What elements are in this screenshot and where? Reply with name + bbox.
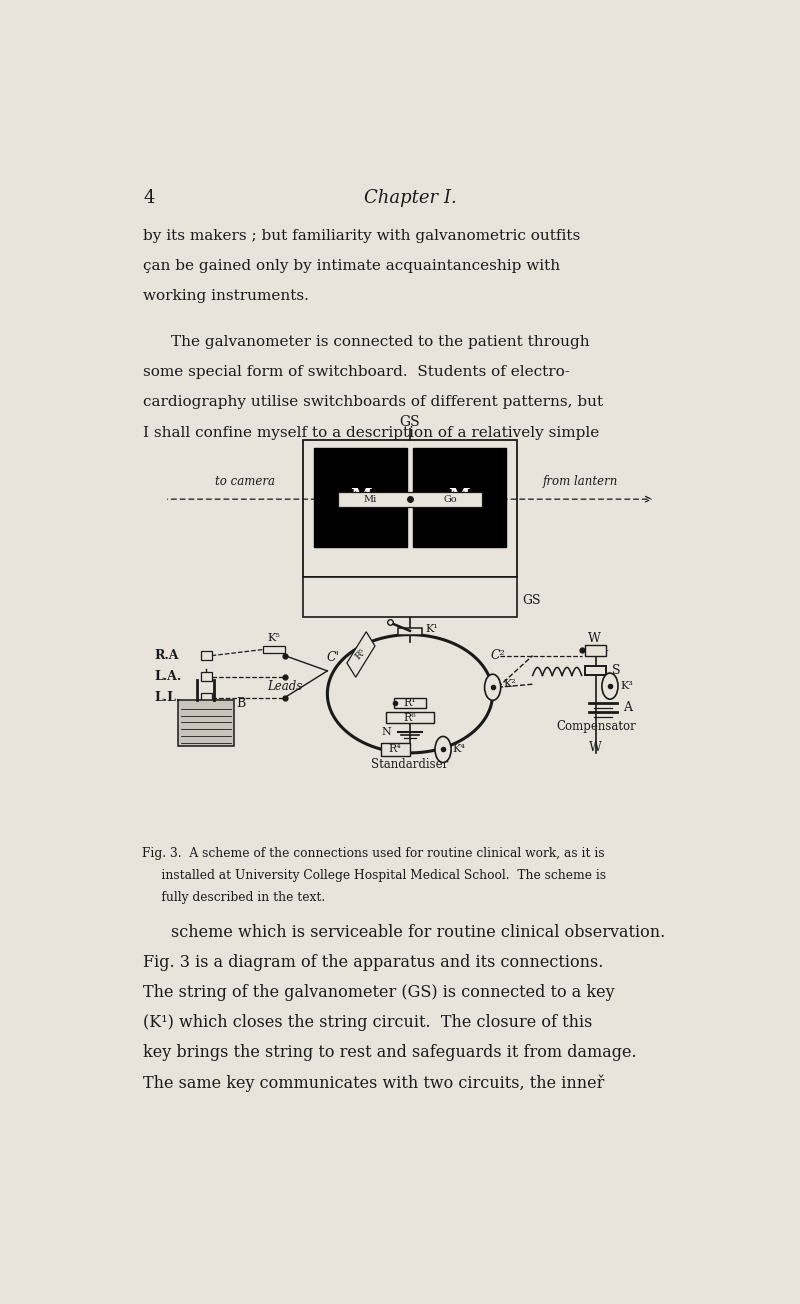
Text: W: W — [587, 632, 600, 645]
Bar — [201, 692, 212, 702]
Text: The same key communicates with two circuits, the inneř: The same key communicates with two circu… — [143, 1074, 605, 1091]
Text: R⁵: R⁵ — [354, 647, 368, 661]
Text: Compensator: Compensator — [557, 720, 637, 733]
Text: R¹: R¹ — [404, 698, 416, 708]
Text: R⁶: R⁶ — [404, 713, 416, 722]
Text: Go: Go — [443, 494, 457, 503]
Text: B: B — [237, 696, 246, 709]
Polygon shape — [338, 492, 482, 507]
Text: scheme which is serviceable for routine clinical observation.: scheme which is serviceable for routine … — [171, 923, 666, 940]
Polygon shape — [314, 447, 407, 546]
Text: installed at University College Hospital Medical School.  The scheme is: installed at University College Hospital… — [142, 870, 606, 883]
Text: M: M — [448, 488, 470, 506]
Text: K²: K² — [504, 679, 517, 690]
Polygon shape — [413, 447, 506, 546]
Text: M: M — [350, 488, 372, 506]
Text: çan be gained only by intimate acquaintanceship with: çan be gained only by intimate acquainta… — [143, 259, 561, 273]
Text: by its makers ; but familiarity with galvanometric outfits: by its makers ; but familiarity with gal… — [143, 228, 581, 243]
Text: C²: C² — [490, 649, 506, 662]
Text: L.A.: L.A. — [154, 670, 182, 683]
Bar — [386, 712, 434, 724]
Text: Standardiser: Standardiser — [371, 758, 449, 771]
Bar — [178, 700, 234, 746]
Text: C': C' — [326, 651, 339, 664]
Text: Fig. 3.  A scheme of the connections used for routine clinical work, as it is: Fig. 3. A scheme of the connections used… — [142, 848, 605, 861]
Polygon shape — [347, 631, 375, 677]
Text: A: A — [623, 700, 632, 713]
Bar — [585, 666, 606, 674]
Circle shape — [435, 737, 451, 763]
Text: Fig. 3 is a diagram of the apparatus and its connections.: Fig. 3 is a diagram of the apparatus and… — [143, 953, 604, 970]
Text: The string of the galvanometer (GS) is connected to a key: The string of the galvanometer (GS) is c… — [143, 983, 615, 1001]
Polygon shape — [303, 578, 517, 618]
Text: some special form of switchboard.  Students of electro-: some special form of switchboard. Studen… — [143, 365, 570, 379]
Bar — [201, 651, 212, 660]
Text: N: N — [381, 726, 391, 737]
Text: (K¹) which closes the string circuit.  The closure of this: (K¹) which closes the string circuit. Th… — [143, 1015, 593, 1031]
Text: Leads: Leads — [267, 679, 302, 692]
Text: from lantern: from lantern — [543, 475, 618, 488]
Text: S: S — [611, 664, 620, 677]
Circle shape — [485, 674, 501, 700]
Text: K¹: K¹ — [425, 623, 438, 634]
Text: R.A: R.A — [154, 649, 178, 662]
Text: cardiography utilise switchboards of different patterns, but: cardiography utilise switchboards of dif… — [143, 395, 603, 409]
Text: 4: 4 — [143, 189, 154, 206]
Bar — [398, 627, 422, 635]
Text: Chapter I.: Chapter I. — [364, 189, 456, 206]
Text: to camera: to camera — [214, 475, 274, 488]
Text: key brings the string to rest and safeguards it from damage.: key brings the string to rest and safegu… — [143, 1045, 637, 1061]
Circle shape — [602, 673, 618, 699]
Bar — [381, 743, 410, 755]
Text: I shall confine myself to a description of a relatively simple: I shall confine myself to a description … — [143, 425, 600, 439]
Text: K³: K³ — [621, 681, 634, 691]
Text: L.L.: L.L. — [154, 691, 180, 704]
Bar — [201, 672, 212, 681]
Text: K⁴: K⁴ — [453, 745, 466, 755]
Bar — [585, 645, 606, 656]
Text: W: W — [589, 741, 602, 754]
Bar — [263, 645, 285, 653]
Text: The galvanometer is connected to the patient through: The galvanometer is connected to the pat… — [171, 335, 590, 349]
Text: working instruments.: working instruments. — [143, 289, 310, 303]
Text: fully described in the text.: fully described in the text. — [142, 892, 326, 905]
Text: Mi: Mi — [363, 494, 377, 503]
Text: +R²+: +R²+ — [581, 645, 610, 655]
Text: K⁵: K⁵ — [268, 632, 281, 643]
Bar — [394, 698, 426, 708]
Text: R⁴: R⁴ — [389, 745, 402, 755]
Text: GS: GS — [522, 593, 541, 606]
Text: GS: GS — [400, 415, 420, 429]
